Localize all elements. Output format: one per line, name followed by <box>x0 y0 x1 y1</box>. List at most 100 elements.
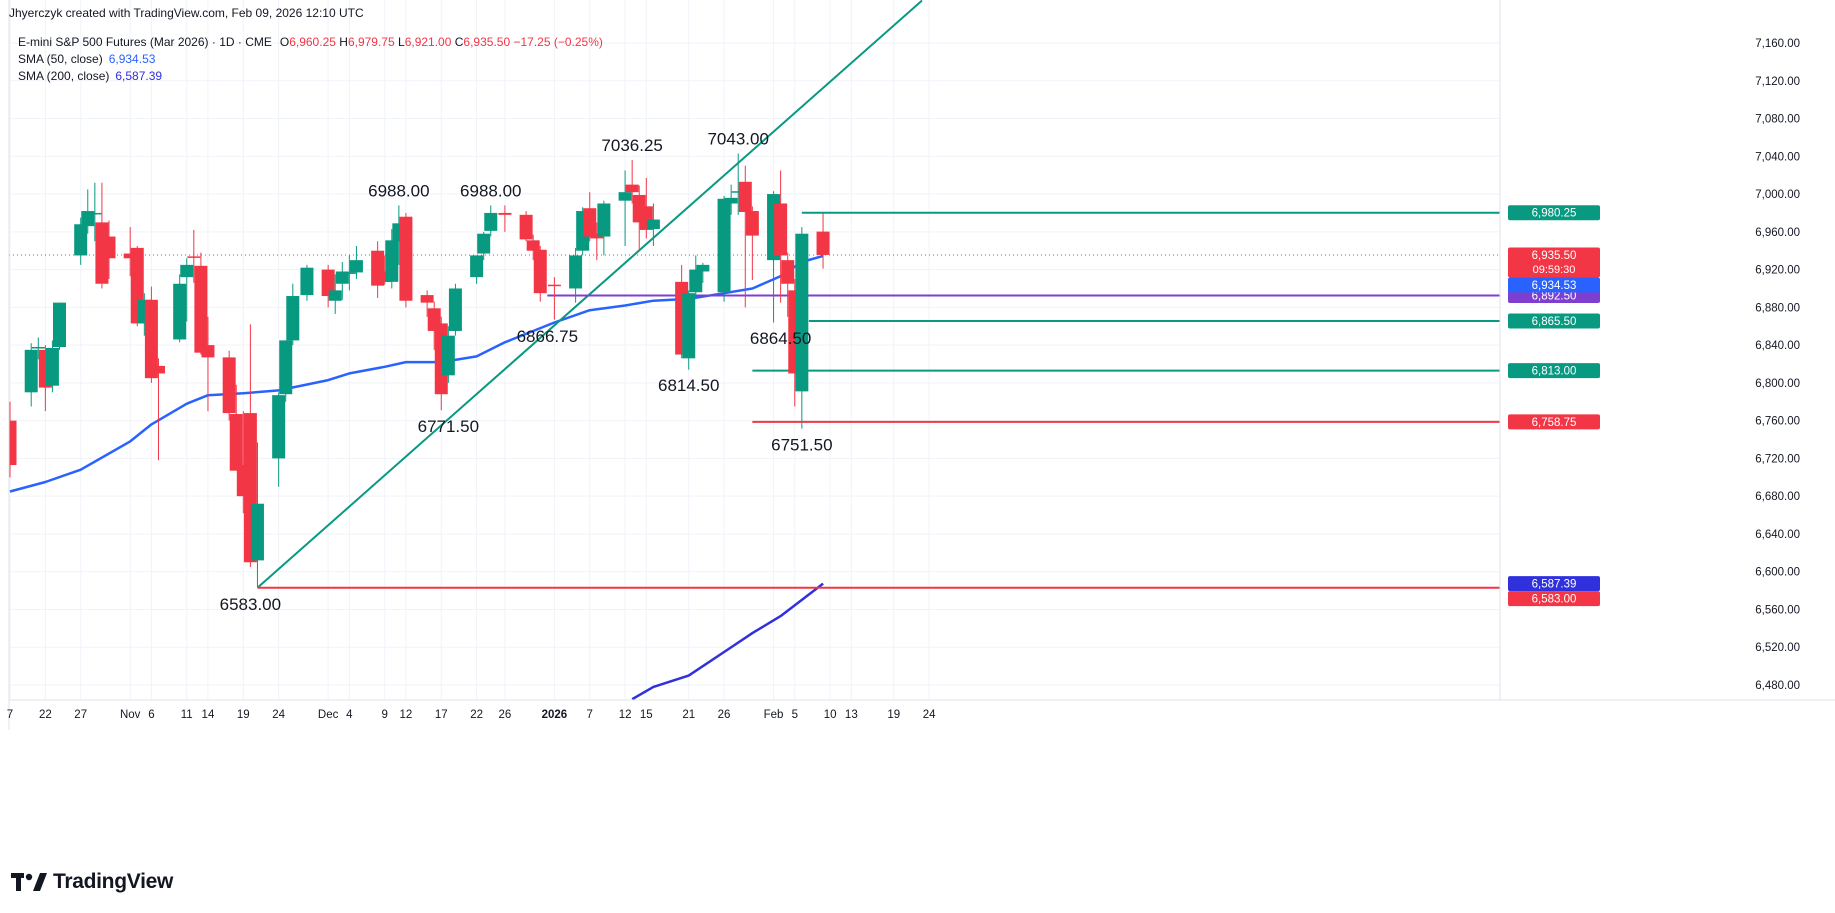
candle <box>123 227 137 277</box>
candle <box>52 302 66 350</box>
candle-body <box>279 340 293 395</box>
candle <box>194 252 208 355</box>
x-tick-label: 26 <box>499 709 512 721</box>
candle <box>441 326 455 383</box>
x-tick-label: 10 <box>824 709 837 721</box>
tradingview-logo[interactable]: TradingView <box>11 870 173 894</box>
sma200-legend-row[interactable]: SMA (200, close) 6,587.39 <box>18 68 603 85</box>
y-tick-label: 6,680.00 <box>1755 491 1800 503</box>
current-price-tag-bg <box>1508 247 1600 278</box>
candle-body <box>180 264 194 278</box>
candle <box>696 262 710 283</box>
candle-body <box>222 357 236 414</box>
x-tick-label: 14 <box>202 709 215 721</box>
price-annotation: 6866.75 <box>517 327 578 346</box>
candle-body <box>194 265 208 353</box>
candle-body <box>618 192 632 201</box>
candle-body <box>533 249 547 294</box>
candle-body <box>399 216 413 301</box>
candle <box>774 170 788 303</box>
candle-body <box>583 208 597 237</box>
sma200-line <box>631 582 824 700</box>
x-tick-label: 15 <box>640 709 653 721</box>
candle <box>420 290 434 317</box>
x-tick-label: 5 <box>792 709 798 721</box>
candle-body <box>526 240 540 251</box>
candle <box>229 384 243 471</box>
sma50-line <box>9 254 824 493</box>
x-tick-label: 22 <box>470 709 483 721</box>
price-annotation: 6751.50 <box>771 436 832 455</box>
level-price-tag-text: 6,980.25 <box>1532 208 1577 220</box>
candle <box>95 182 109 289</box>
x-tick-label: 12 <box>619 709 632 721</box>
candle-body <box>569 255 583 289</box>
change-value: −17.25 (−0.25%) <box>513 35 603 49</box>
candle-body <box>795 233 809 392</box>
y-tick-label: 6,760.00 <box>1755 416 1800 428</box>
candle <box>682 290 696 370</box>
candle-body <box>696 264 710 272</box>
candle-body <box>590 233 604 239</box>
price-annotation: 7036.25 <box>601 136 662 155</box>
candle <box>526 234 540 261</box>
candle-body <box>519 214 533 240</box>
candle <box>74 217 88 265</box>
x-tick-label: 26 <box>718 709 731 721</box>
price-annotation: 6988.00 <box>460 181 521 200</box>
candle <box>583 192 597 242</box>
current-price-tag: 6,935.50 09:59:30 <box>1508 247 1600 278</box>
candle <box>328 274 342 314</box>
x-tick-label: 19 <box>237 709 250 721</box>
candle-body <box>123 253 137 259</box>
candle <box>81 189 95 234</box>
candle <box>597 200 611 256</box>
level-price-tag-bg <box>1508 414 1600 430</box>
x-tick-label: 9 <box>382 709 388 721</box>
candle <box>173 274 187 343</box>
low-value: 6,921.00 <box>404 35 452 49</box>
x-tick-label: 6 <box>148 709 154 721</box>
candle-body <box>9 420 17 466</box>
x-tick-label: 21 <box>682 709 695 721</box>
candle-body <box>349 260 363 273</box>
candle-body <box>547 284 561 287</box>
symbol-ohlc-row[interactable]: E-mini S&P 500 Futures (Mar 2026) · 1D ·… <box>18 34 603 51</box>
candle <box>272 392 286 487</box>
candle-body <box>816 231 830 255</box>
candle-body <box>300 267 314 296</box>
candle <box>201 316 215 412</box>
candle-body <box>731 191 745 193</box>
candle-body <box>24 349 38 393</box>
candle <box>646 203 660 246</box>
y-tick-label: 6,720.00 <box>1755 453 1800 465</box>
candle-body <box>781 260 795 284</box>
candle-body <box>286 296 300 341</box>
level-price-tag-bg <box>1508 205 1600 221</box>
x-tick-label: 13 <box>845 709 858 721</box>
candle <box>180 258 194 322</box>
candle-body <box>328 290 342 301</box>
sma50-legend-row[interactable]: SMA (50, close) 6,934.53 <box>18 51 603 68</box>
y-tick-label: 6,560.00 <box>1755 604 1800 616</box>
y-tick-label: 6,800.00 <box>1755 378 1800 390</box>
candle-body <box>272 395 286 459</box>
trendline <box>256 0 923 589</box>
candle-body <box>250 503 264 561</box>
price-annotation: 6771.50 <box>418 417 479 436</box>
x-tick-label: 2026 <box>542 709 568 721</box>
candle <box>102 220 116 280</box>
sma200-label: SMA (200, close) <box>18 69 110 83</box>
candle <box>795 227 809 429</box>
y-tick-label: 6,880.00 <box>1755 302 1800 314</box>
chart-author-header: Jhyerczyk created with TradingView.com, … <box>9 6 364 20</box>
sma200-price-tag-bg <box>1508 576 1600 592</box>
level-price-tag-text: 6,892.50 <box>1532 291 1577 303</box>
candle-body <box>717 198 731 293</box>
x-tick-label: Feb <box>764 709 784 721</box>
candle-body <box>335 271 349 284</box>
candle <box>618 170 632 246</box>
x-tick-label: 19 <box>887 709 900 721</box>
candle <box>24 343 38 407</box>
